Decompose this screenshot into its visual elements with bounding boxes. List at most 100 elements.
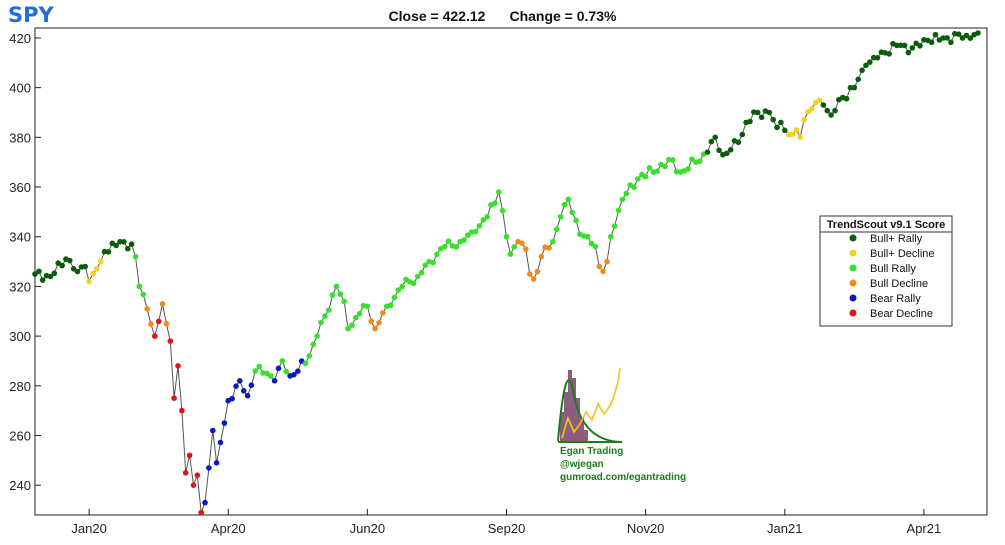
x-axis: Jan20 Apr20 Jun20 Sep20 Nov20 Jan21 Apr21	[71, 509, 941, 536]
point-bull-plus-rally	[855, 76, 861, 83]
point-bull-decline	[530, 276, 537, 282]
legend-marker	[849, 294, 857, 302]
legend-items: Bull+ Rally Bull+ Decline Bull Rally Bull D…	[849, 233, 935, 320]
point-bear-decline	[190, 482, 197, 489]
point-bear-decline	[186, 452, 193, 459]
point-bull-rally	[662, 163, 668, 170]
point-bear-rally	[221, 420, 228, 426]
point-bear-decline	[152, 333, 158, 339]
legend-marker	[849, 264, 857, 272]
point-bull-plus-rally	[117, 238, 123, 245]
point-bear-rally	[206, 465, 212, 471]
legend-label: Bull+ Rally	[870, 233, 923, 245]
point-bull-rally	[484, 214, 491, 220]
y-tick-label: 320	[9, 279, 31, 294]
point-bear-rally	[210, 427, 216, 434]
point-bear-decline	[179, 407, 185, 414]
point-bull-rally	[496, 189, 502, 195]
point-bull-rally	[689, 156, 695, 162]
y-tick-label: 340	[9, 230, 31, 245]
point-bull-plus-rally	[975, 30, 981, 36]
point-bull-rally	[476, 223, 483, 229]
point-bull-plus-rally	[894, 42, 900, 49]
watermark-url: gumroad.com/egantrading	[560, 472, 686, 483]
point-bull-rally	[430, 259, 436, 266]
point-bull-rally	[654, 168, 660, 174]
point-bull-decline	[604, 258, 610, 265]
point-bull-plus-rally	[867, 59, 873, 65]
score-points	[32, 30, 981, 516]
point-bear-decline	[175, 363, 181, 369]
point-bull-rally	[611, 223, 618, 229]
watermark-handle: @wjegan	[560, 459, 604, 470]
y-tick-label: 240	[9, 478, 31, 493]
point-bull-plus-rally	[905, 49, 912, 56]
point-bull-plus-rally	[774, 124, 780, 131]
point-bull-plus-rally	[824, 107, 831, 114]
point-bull-rally	[306, 353, 313, 359]
point-bull-rally	[132, 253, 139, 260]
point-bull-rally	[696, 158, 703, 164]
point-bull-plus-rally	[874, 55, 881, 61]
point-bull-plus-decline	[789, 131, 796, 137]
point-bull-rally	[337, 291, 344, 297]
point-bull-rally	[441, 243, 448, 250]
point-bull-decline	[163, 320, 170, 327]
point-bull-rally	[461, 237, 467, 243]
point-bull-decline	[148, 321, 154, 327]
point-bull-rally	[573, 217, 579, 224]
point-bull-rally	[252, 368, 259, 374]
y-tick-label: 260	[9, 428, 31, 443]
point-bull-rally	[507, 251, 514, 257]
point-bull-plus-decline	[797, 134, 803, 141]
point-bull-rally	[322, 313, 328, 320]
point-bull-plus-rally	[47, 273, 54, 280]
distribution-histogram-logo	[557, 367, 622, 443]
point-bull-rally	[511, 244, 517, 250]
point-bull-plus-rally	[716, 147, 722, 154]
point-bull-plus-rally	[944, 35, 950, 41]
point-bull-rally	[615, 207, 622, 214]
y-tick-label: 420	[9, 31, 31, 46]
point-bull-rally	[569, 209, 575, 216]
daily-change: Change = 0.73%	[509, 8, 617, 24]
point-bull-plus-rally	[955, 31, 962, 37]
point-bear-decline	[155, 318, 162, 325]
point-bull-rally	[333, 283, 340, 290]
point-bull-plus-rally	[851, 84, 858, 91]
point-bull-rally	[619, 196, 626, 203]
x-tick-label: Jan20	[71, 521, 106, 536]
legend-label: Bull+ Decline	[870, 248, 935, 260]
point-bull-decline	[538, 253, 545, 260]
point-bull-plus-rally	[67, 257, 73, 264]
point-bull-rally	[353, 314, 359, 321]
point-bull-rally	[387, 302, 394, 309]
point-bull-decline	[534, 268, 541, 275]
point-bull-plus-rally	[940, 35, 946, 41]
legend-marker	[849, 279, 857, 287]
point-bull-rally	[465, 232, 471, 238]
legend: TrendScout v9.1 Score Bull+ Rally Bull+ D…	[819, 215, 953, 327]
point-bull-plus-rally	[843, 95, 850, 102]
point-bull-plus-rally	[758, 114, 765, 121]
point-bull-plus-rally	[832, 107, 838, 114]
point-bull-rally	[399, 283, 406, 290]
point-bull-plus-rally	[963, 32, 970, 39]
ticker-symbol: SPY	[8, 3, 54, 27]
point-bull-plus-rally	[747, 118, 753, 125]
point-bear-rally	[202, 499, 208, 506]
point-bull-rally	[642, 173, 649, 180]
point-bull-plus-rally	[754, 109, 761, 116]
y-tick-label: 280	[9, 379, 31, 394]
point-bull-plus-rally	[897, 42, 904, 49]
point-bull-rally	[445, 238, 452, 244]
point-bear-rally	[213, 460, 220, 466]
x-tick-label: Jan21	[767, 521, 802, 536]
point-bear-decline	[198, 509, 204, 516]
point-bull-rally	[550, 238, 556, 245]
y-tick-label: 380	[9, 130, 31, 145]
point-bull-decline	[526, 271, 533, 277]
point-bull-plus-rally	[74, 268, 81, 275]
point-bull-plus-rally	[735, 139, 742, 146]
point-bull-plus-rally	[36, 268, 42, 275]
